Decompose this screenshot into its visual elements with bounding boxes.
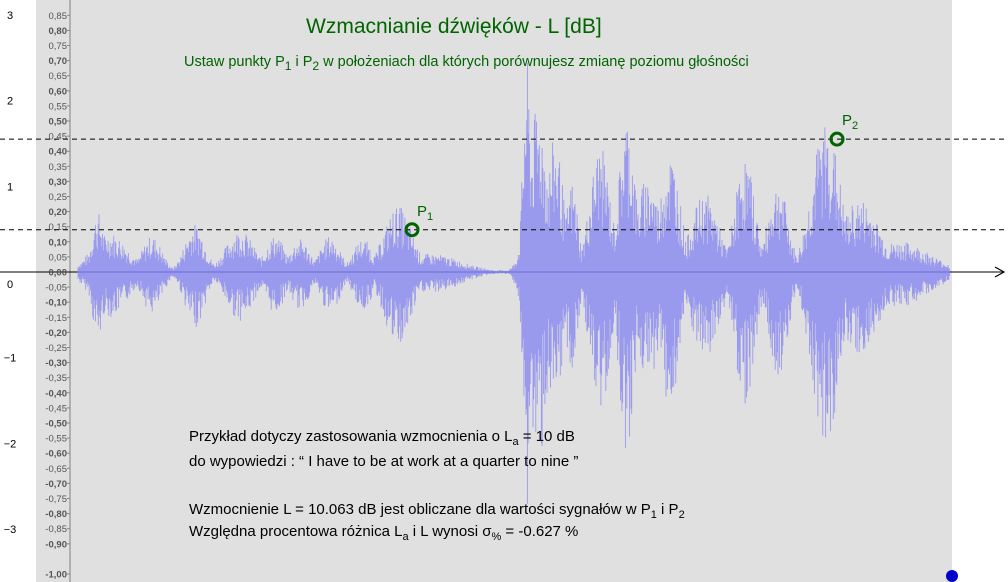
amplitude-tick-label: 0,15 (49, 222, 68, 233)
outer-y-tick-label: 1 (7, 181, 13, 193)
amplitude-tick-label: 0,30 (49, 177, 68, 188)
amplitude-tick-label: 0,25 (49, 192, 68, 203)
amplitude-tick-label: -0,65 (45, 464, 67, 475)
amplitude-tick-label: 0,40 (49, 147, 68, 158)
amplitude-tick-label: 0,45 (49, 132, 68, 143)
amplitude-tick-label: -0,20 (45, 328, 67, 339)
amplitude-tick-label: -0,85 (45, 524, 67, 535)
amplitude-tick-label: -0,30 (45, 358, 67, 369)
point-p1-label: P1 (417, 203, 434, 223)
amplitude-tick-label: -0,60 (45, 449, 67, 460)
amplitude-tick-label: -0,15 (45, 313, 67, 324)
amplitude-tick-label: -0,40 (45, 388, 67, 399)
outer-y-tick-label: 3 (7, 10, 13, 22)
corner-point-handle[interactable] (946, 570, 958, 582)
amplitude-tick-label: 0,20 (49, 207, 68, 218)
amplitude-tick-label: 0,80 (49, 26, 68, 37)
outer-y-tick-label: 0 (7, 279, 13, 291)
amplitude-tick-label: 0,50 (49, 117, 68, 128)
amplitude-tick-label: 0,05 (49, 252, 68, 263)
outer-y-tick-label: −2 (4, 438, 17, 450)
amplitude-tick-label: -0,75 (45, 494, 67, 505)
amplitude-tick-label: 0,85 (49, 11, 68, 22)
amplitude-tick-label: -0,55 (45, 434, 67, 445)
amplitude-tick-label: 0,65 (49, 71, 68, 82)
amplitude-tick-label: -0,45 (45, 403, 67, 414)
amplitude-tick-label: -0,70 (45, 479, 67, 490)
amplitude-tick-label: 0,55 (49, 101, 68, 112)
example-description: Przykład dotyczy zastosowania wzmocnieni… (189, 428, 575, 448)
amplitude-tick-label: 0,00 (49, 268, 68, 279)
amplitude-tick-label: -0,35 (45, 373, 67, 384)
utterance-text: do wypowiedzi : “ I have to be at work a… (189, 453, 579, 470)
amplitude-tick-label: 0,35 (49, 162, 68, 173)
amplitude-tick-label: -0,80 (45, 509, 67, 520)
instruction-text: Ustaw punkty P1 i P2 w położeniach dla k… (184, 54, 749, 73)
amplitude-tick-label: 0,70 (49, 56, 68, 67)
gain-result: Wzmocnienie L = 10.063 dB jest obliczane… (189, 501, 685, 521)
amplitude-tick-label: 0,75 (49, 41, 68, 52)
outer-y-tick-label: −1 (4, 353, 17, 365)
relative-difference: Względna procentowa różnica La i L wynos… (189, 523, 579, 543)
amplitude-tick-label: -0,25 (45, 343, 67, 354)
amplitude-tick-label: -0,90 (45, 539, 67, 550)
point-p1-handle[interactable] (404, 222, 420, 238)
amplitude-tick-label: 0,60 (49, 86, 68, 97)
amplitude-tick-label: 0,10 (49, 237, 68, 248)
amplitude-tick-label: -0,05 (45, 283, 67, 294)
outer-y-tick-label: 2 (7, 96, 13, 108)
x-axis-arrow (994, 266, 1006, 278)
amplitude-tick-label: -1,00 (45, 570, 67, 581)
page-title: Wzmacnianie dźwięków - L [dB] (306, 15, 602, 38)
outer-y-tick-label: −3 (4, 524, 17, 536)
audio-waveform (77, 62, 950, 504)
amplitude-tick-label: -0,50 (45, 419, 67, 430)
point-p2-label: P2 (842, 112, 859, 132)
amplitude-tick-label: -0,10 (45, 298, 67, 309)
point-p2-handle[interactable] (829, 131, 845, 147)
